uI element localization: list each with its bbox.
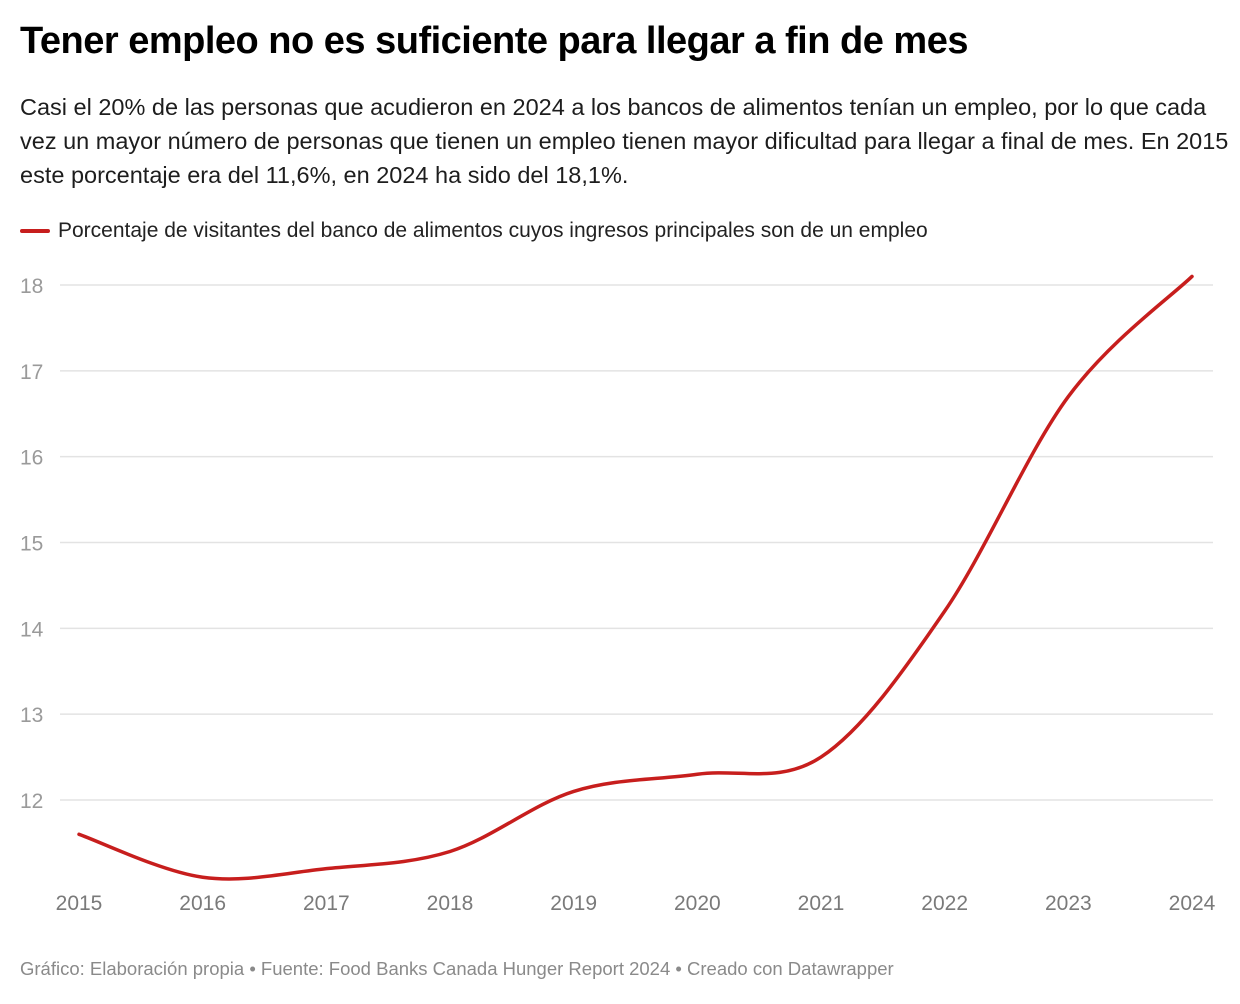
x-tick-label: 2023 (1045, 892, 1092, 915)
y-tick-label: 14 (20, 618, 44, 641)
legend: Porcentaje de visitantes del banco de al… (20, 219, 928, 243)
x-tick-label: 2015 (56, 892, 103, 915)
y-tick-label: 13 (20, 704, 43, 727)
line-chart: 12 13 14 15 16 17 18 2015 2016 2017 2018 2019 2020 20… (20, 274, 1216, 915)
y-tick-label: 12 (20, 790, 43, 813)
legend-swatch (20, 229, 50, 233)
legend-label: Porcentaje de visitantes del banco de al… (58, 219, 928, 242)
y-tick-label: 16 (20, 447, 43, 470)
y-tick-label: 18 (20, 275, 43, 298)
x-tick-label: 2016 (179, 892, 226, 915)
x-tick-label: 2019 (550, 892, 597, 915)
chart-title: Tener empleo no es suficiente para llega… (20, 20, 968, 62)
x-tick-label: 2024 (1169, 892, 1216, 915)
footer-credits: Gráfico: Elaboración propia • Fuente: Fo… (20, 958, 894, 979)
series-line (77, 274, 1194, 881)
y-tick-label: 17 (20, 361, 43, 384)
chart-subtitle: Casi el 20% de las personas que acudiero… (20, 94, 1229, 188)
x-tick-label: 2020 (674, 892, 721, 915)
x-tick-label: 2022 (921, 892, 968, 915)
x-tick-label: 2021 (798, 892, 845, 915)
x-tick-label: 2017 (303, 892, 350, 915)
y-tick-label: 15 (20, 533, 43, 556)
x-tick-label: 2018 (427, 892, 474, 915)
